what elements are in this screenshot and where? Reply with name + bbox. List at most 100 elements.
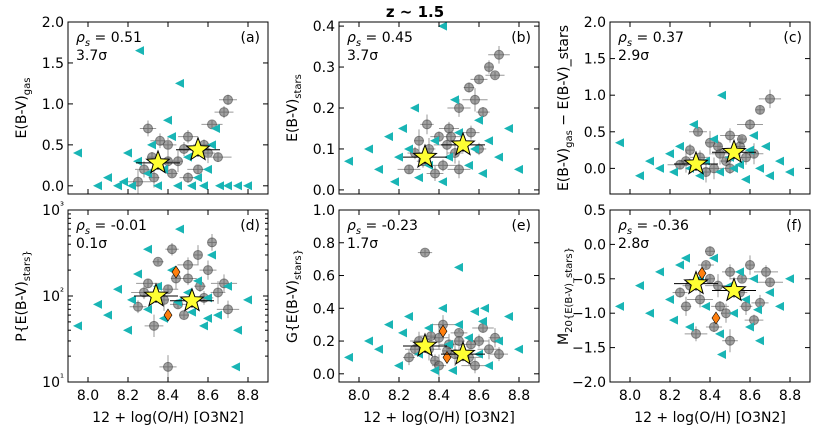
data-point-triangle (223, 181, 232, 191)
data-point-circle (474, 74, 484, 85)
data-point-circle (444, 123, 454, 134)
data-point-triangle (745, 322, 754, 332)
panel-label: (e) (511, 218, 531, 234)
data-point-triangle (765, 171, 774, 181)
data-point-triangle (410, 103, 419, 113)
data-point-triangle (173, 297, 182, 307)
x-tick-label: 8.8 (508, 388, 530, 404)
x-tick-label: 8.2 (388, 388, 410, 404)
data-point-triangle (430, 136, 439, 146)
sigma-label: 3.7σ (347, 48, 378, 64)
data-point-circle (745, 119, 755, 130)
data-point-triangle (494, 152, 503, 162)
x-tick-label: 8.6 (468, 388, 490, 404)
data-point-circle (709, 321, 719, 332)
data-point-diamond (438, 324, 448, 338)
y-tick-label: 0.6 (313, 269, 335, 285)
data-point-circle (484, 62, 494, 73)
data-point-circle (223, 304, 233, 315)
y-tick-label: 2.0 (42, 15, 64, 31)
data-point-triangle (390, 177, 399, 187)
data-point-triangle (775, 301, 784, 311)
data-point-circle (494, 349, 504, 360)
data-point-triangle (119, 177, 128, 187)
panel-label: (b) (511, 30, 531, 46)
data-point-triangle (514, 344, 523, 354)
y-tick-label: 0.0 (584, 237, 606, 253)
y-tick-label: 0.2 (313, 334, 335, 350)
data-point-triangle (709, 253, 718, 263)
data-point-triangle (193, 276, 202, 286)
data-point-circle (715, 301, 725, 312)
x-tick-label: 8.6 (197, 388, 219, 404)
data-point-triangle (761, 141, 770, 151)
data-point-circle (705, 273, 715, 284)
data-point-star (412, 143, 438, 169)
y-tick-label: −1.5 (572, 341, 606, 357)
data-point-triangle (478, 316, 487, 326)
data-point-triangle (127, 181, 136, 191)
data-point-triangle (444, 339, 453, 349)
panel-label: (a) (240, 30, 260, 46)
data-point-triangle (635, 281, 644, 291)
data-point-circle (725, 266, 735, 277)
data-point-triangle (143, 304, 152, 314)
data-point-circle (725, 130, 735, 141)
data-point-circle (213, 287, 223, 298)
data-point-triangle (438, 303, 447, 313)
data-point-diamond (171, 265, 181, 279)
data-point-star (721, 277, 747, 302)
data-point-triangle (749, 274, 758, 284)
data-point-circle (765, 93, 775, 104)
data-point-triangle (430, 366, 439, 376)
data-point-circle (705, 246, 715, 257)
y-tick-label: 0.4 (313, 301, 335, 317)
data-point-triangle (175, 224, 184, 234)
data-point-triangle (344, 156, 353, 166)
data-point-triangle (133, 156, 142, 166)
data-point-triangle (133, 269, 142, 279)
data-point-triangle (113, 181, 122, 191)
data-point-circle (414, 135, 424, 146)
data-point-triangle (438, 21, 447, 31)
data-point-triangle (143, 169, 152, 179)
sigma-label: 1.7σ (347, 236, 378, 252)
y-tick-label: 10² (42, 287, 64, 305)
data-point-triangle (364, 336, 373, 346)
x-tick-label: 8.8 (779, 388, 801, 404)
data-point-circle (446, 131, 456, 142)
data-point-circle (149, 320, 159, 331)
data-point-circle (207, 237, 217, 248)
rho-label: ρs = -0.01 (76, 218, 147, 237)
data-point-triangle (199, 181, 208, 191)
data-point-star (412, 332, 438, 357)
data-point-circle (426, 331, 436, 342)
data-point-triangle (635, 171, 644, 181)
x-axis-label: 12 + log(O/H) [O3N2] (634, 410, 786, 426)
data-point-circle (213, 152, 223, 163)
data-point-triangle (729, 308, 738, 318)
sigma-label: 0.1σ (76, 236, 107, 252)
x-tick-label: 8.2 (117, 388, 139, 404)
x-axis-label: 12 + log(O/H) [O3N2] (92, 410, 244, 426)
data-point-triangle (384, 132, 393, 142)
data-point-diamond (163, 308, 173, 322)
y-tick-label: −0.5 (572, 272, 606, 288)
data-point-triangle (735, 267, 744, 277)
data-point-triangle (424, 323, 433, 333)
data-point-triangle (665, 294, 674, 304)
data-point-star (143, 282, 169, 307)
data-point-circle (464, 82, 474, 93)
data-point-circle (470, 360, 480, 371)
data-point-triangle (213, 310, 222, 320)
data-point-circle (466, 127, 476, 138)
data-point-circle (755, 297, 765, 308)
data-point-triangle (404, 311, 413, 321)
y-tick-label: 1.5 (584, 52, 606, 68)
data-point-triangle (454, 262, 463, 272)
data-point-star (145, 149, 171, 174)
data-point-circle (737, 134, 747, 145)
y-tick-label: 0.0 (584, 161, 606, 177)
data-point-triangle (755, 336, 764, 346)
